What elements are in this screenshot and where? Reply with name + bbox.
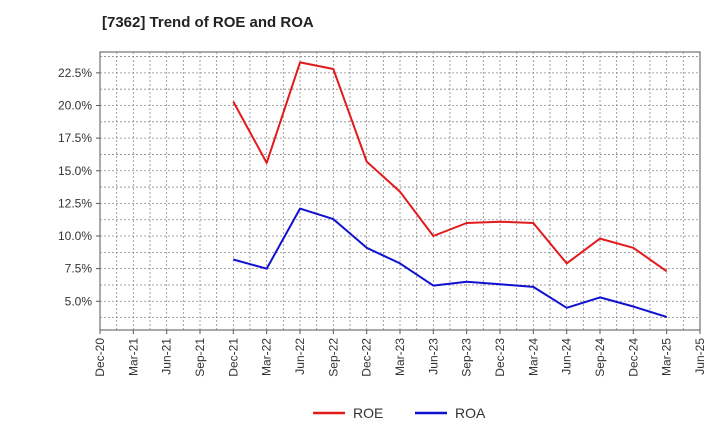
x-tick-label: Jun-25 bbox=[693, 338, 707, 375]
x-tick-label: Dec-24 bbox=[626, 338, 640, 377]
y-tick-label: 7.5% bbox=[65, 262, 93, 276]
series-lines bbox=[232, 61, 668, 318]
x-tick-label: Mar-25 bbox=[660, 338, 674, 376]
legend: ROE ROA bbox=[313, 405, 486, 421]
x-tick-label: Mar-22 bbox=[260, 338, 274, 376]
x-tick-label: Mar-24 bbox=[526, 338, 540, 376]
x-tick-label: Sep-22 bbox=[326, 338, 340, 377]
y-tick-label: 15.0% bbox=[58, 164, 92, 178]
legend-label-roa: ROA bbox=[455, 405, 486, 421]
x-tick-label: Mar-21 bbox=[126, 338, 140, 376]
x-tick-label: Mar-23 bbox=[393, 338, 407, 376]
series-line-roa bbox=[233, 207, 667, 318]
x-axis-ticks: Dec-20 Mar-21 Jun-21 Sep-21 Dec-21 Mar-22 Jun-… bbox=[93, 330, 707, 377]
x-tick-label: Jun-24 bbox=[560, 338, 574, 375]
x-tick-label: Sep-24 bbox=[593, 338, 607, 377]
x-tick-label: Sep-23 bbox=[460, 338, 474, 377]
x-tick-label: Dec-21 bbox=[226, 338, 240, 377]
x-tick-label: Dec-23 bbox=[493, 338, 507, 377]
x-tick-label: Jun-22 bbox=[293, 338, 307, 375]
x-tick-label: Jun-21 bbox=[160, 338, 174, 375]
y-tick-label: 22.5% bbox=[58, 66, 92, 80]
y-tick-label: 10.0% bbox=[58, 229, 92, 243]
x-tick-label: Sep-21 bbox=[193, 338, 207, 377]
y-tick-label: 5.0% bbox=[65, 294, 93, 308]
y-axis-ticks: 5.0% 7.5% 10.0% 12.5% 15.0% 17.5% 20.0% 22.5% bbox=[58, 66, 100, 308]
grid bbox=[100, 52, 700, 330]
y-tick-label: 20.0% bbox=[58, 99, 92, 113]
y-tick-label: 12.5% bbox=[58, 196, 92, 210]
chart-title: [7362] Trend of ROE and ROA bbox=[102, 14, 314, 31]
series-line-roe bbox=[232, 61, 668, 273]
legend-label-roe: ROE bbox=[353, 405, 383, 421]
x-tick-label: Jun-23 bbox=[426, 338, 440, 375]
x-tick-label: Dec-22 bbox=[360, 338, 374, 377]
y-tick-label: 17.5% bbox=[58, 131, 92, 145]
x-tick-label: Dec-20 bbox=[93, 338, 107, 377]
